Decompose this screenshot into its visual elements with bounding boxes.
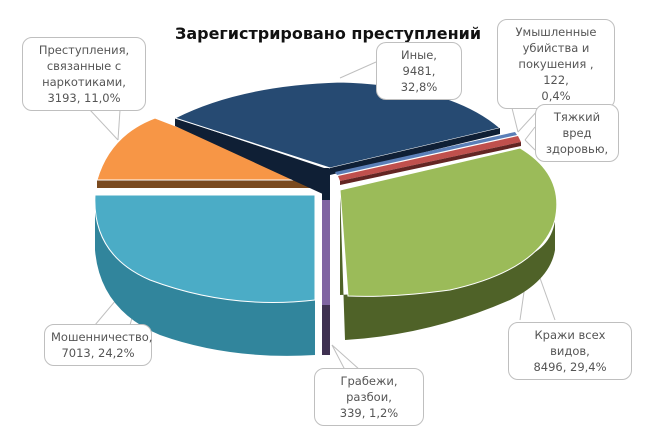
label-line: убийства и	[522, 41, 590, 55]
label-line: покушения , 122,	[518, 57, 594, 87]
label-line: Мошенничество,	[51, 330, 153, 344]
label-line: 3193, 11,0%	[47, 91, 121, 105]
label-other: Иные, 9481, 32,8%	[376, 42, 462, 100]
label-line: Грабежи, разбои,	[340, 374, 398, 404]
slice-fraud	[94, 194, 316, 356]
label-line: Иные, 9481,	[401, 48, 437, 78]
slice-grievous-harm	[338, 136, 521, 185]
label-line: 0,4%	[541, 89, 571, 103]
pie-chart-3d	[89, 61, 558, 371]
label-grievous-harm: Тяжкий вред здоровью,	[535, 104, 619, 162]
label-narcotics: Преступления, связанные с наркотиками, 3…	[22, 37, 146, 111]
label-fraud: Мошенничество, 7013, 24,2%	[44, 324, 152, 366]
label-line: Тяжкий	[553, 110, 601, 124]
label-line: 339, 1,2%	[339, 406, 399, 420]
label-line: 8496, 29,4%	[533, 360, 607, 374]
label-line: здоровью,	[545, 142, 609, 156]
label-line: Преступления,	[38, 43, 130, 57]
label-line: 7013, 24,2%	[61, 346, 135, 360]
label-line: Кражи всех видов,	[534, 328, 606, 358]
chart-title: Зарегистрировано преступлений	[174, 24, 482, 43]
label-theft: Кражи всех видов, 8496, 29,4%	[508, 322, 632, 380]
slice-robbery	[322, 200, 330, 355]
slice-other	[173, 81, 502, 208]
slice-murders	[335, 132, 517, 175]
label-line: 32,8%	[400, 80, 438, 94]
label-line: Умышленные	[515, 25, 597, 39]
label-line: вред	[562, 126, 592, 140]
label-line: наркотиками,	[42, 75, 126, 89]
slice-theft	[339, 147, 558, 340]
label-line: связанные с	[46, 59, 122, 73]
label-robbery: Грабежи, разбои, 339, 1,2%	[314, 368, 424, 426]
label-murders: Умышленные убийства и покушения , 122, 0…	[497, 19, 615, 109]
